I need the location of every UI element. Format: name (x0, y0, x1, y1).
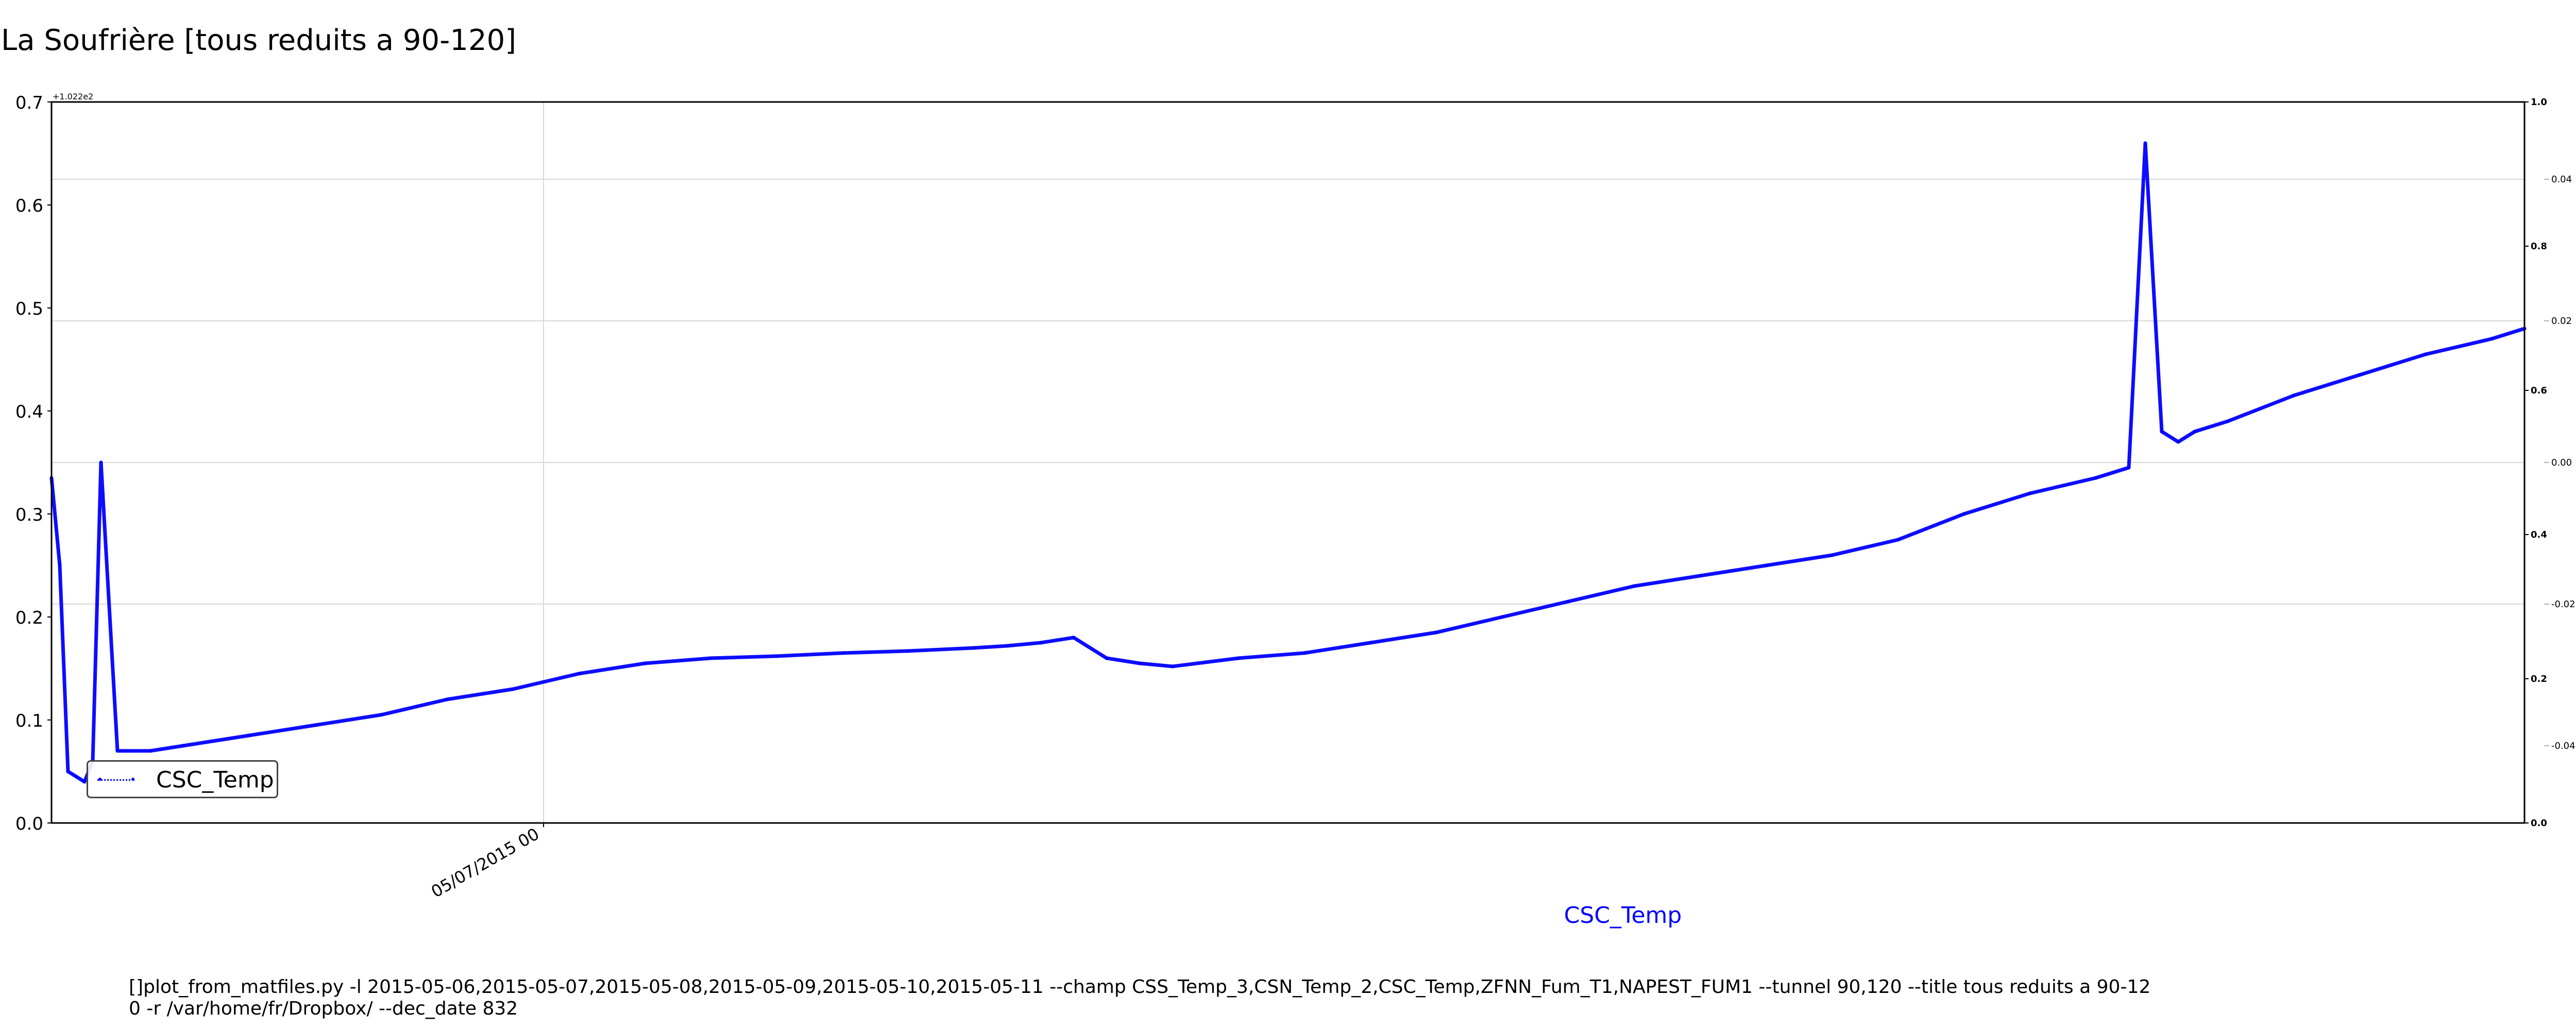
data-point (511, 687, 515, 691)
right-y-tick-label: 0.6 (2531, 385, 2547, 396)
right-y-axis: 0.0 0.2 0.4 0.6 0.8 1.0 0.04 0.02 0.00 -0.02 -0.04 (2524, 97, 2575, 829)
y-tick-label: 0.6 (15, 196, 43, 216)
data-point (1434, 630, 1438, 634)
secondary-right-tick-label: -0.04 (2551, 741, 2575, 751)
right-y-tick-label: 0.0 (2531, 818, 2547, 829)
data-point (577, 672, 581, 676)
data-point (2160, 430, 2164, 434)
data-point (1368, 641, 1372, 645)
x-axis: 05/07/2015 00 (428, 823, 544, 902)
secondary-right-tick-label: 0.04 (2551, 174, 2572, 185)
data-point (2127, 466, 2131, 470)
data-point (1566, 599, 1570, 604)
y-tick-label: 0.7 (15, 93, 43, 113)
legend-dot-marker (131, 778, 134, 781)
data-point (99, 460, 103, 465)
data-point (1006, 644, 1010, 648)
y-axis-offset-label: +1.022e2 (53, 92, 93, 101)
data-point (2028, 491, 2032, 495)
data-point (1698, 574, 1702, 578)
left-y-axis: 0.0 0.1 0.2 0.3 0.4 0.5 0.6 0.7 (15, 93, 52, 834)
data-point (2094, 476, 2098, 480)
data-point (1171, 664, 1175, 668)
data-point (709, 656, 713, 660)
legend-line-marker (97, 779, 134, 781)
legend-dot-marker (98, 778, 101, 781)
command-footer: []plot_from_matfiles.py -l 2015-05-06,20… (129, 976, 2151, 1019)
data-point (2489, 337, 2494, 341)
secondary-right-tick-label: 0.00 (2551, 457, 2572, 468)
data-point (2226, 419, 2230, 423)
data-point (1302, 651, 1307, 655)
data-point (1236, 656, 1241, 660)
y-tick-label: 0.2 (15, 608, 43, 628)
chart-title: La Soufrière [tous reduits a 90-120] (1, 24, 516, 57)
series-layer (49, 141, 2527, 784)
right-y-tick-label: 0.2 (2531, 674, 2547, 684)
data-point (1962, 512, 1966, 516)
data-point (841, 651, 845, 655)
legend-label: CSC_Temp (156, 767, 274, 793)
secondary-right-tick-label: 0.02 (2551, 316, 2572, 327)
y-tick-label: 0.3 (15, 505, 43, 525)
data-point (2193, 430, 2197, 434)
y-tick-label: 0.4 (15, 402, 43, 422)
data-point (2358, 373, 2362, 377)
right-y-tick-label: 1.0 (2531, 97, 2547, 108)
data-point (907, 649, 911, 653)
data-point (2143, 141, 2147, 145)
x-axis-label: CSC_Temp (1564, 902, 1682, 929)
data-point (2424, 352, 2428, 356)
y-tick-label: 0.1 (15, 711, 43, 731)
plot-frame (50, 101, 2526, 824)
data-point (1830, 553, 1834, 557)
x-tick-label: 05/07/2015 00 (428, 824, 543, 902)
data-point (66, 769, 70, 774)
data-point (2176, 440, 2180, 444)
data-point (1105, 656, 1109, 660)
grid-lines (52, 102, 2524, 823)
data-point (58, 563, 62, 568)
right-y-tick-label: 0.4 (2531, 529, 2547, 540)
data-point (82, 780, 87, 784)
legend: CSC_Temp (87, 760, 278, 798)
data-point (1072, 636, 1076, 640)
data-point (775, 654, 779, 658)
data-point (181, 744, 185, 748)
y-tick-label: 0.5 (15, 299, 43, 319)
data-point (379, 713, 383, 717)
y-tick-label: 0.0 (15, 814, 43, 834)
data-point (445, 697, 449, 701)
secondary-right-tick-label: -0.02 (2551, 599, 2575, 610)
right-y-tick-label: 0.8 (2531, 241, 2547, 252)
data-point (1632, 584, 1636, 588)
data-point (2292, 393, 2296, 398)
data-point (1896, 538, 1900, 542)
data-point (247, 733, 251, 737)
data-point (1764, 563, 1768, 568)
data-point (1039, 641, 1043, 645)
data-point (74, 775, 78, 779)
data-point (313, 723, 317, 727)
data-point (1138, 661, 1142, 665)
data-point (643, 661, 647, 665)
data-point (115, 749, 120, 753)
data-point (148, 749, 152, 753)
data-point (1500, 615, 1504, 619)
data-point (973, 646, 977, 650)
